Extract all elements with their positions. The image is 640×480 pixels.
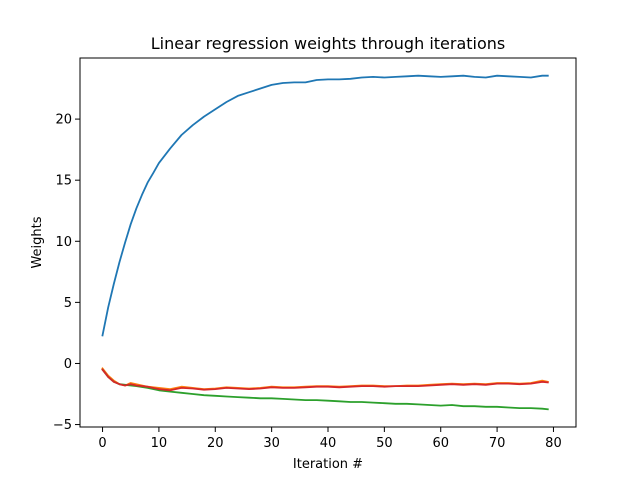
y-tick-label: 5	[64, 296, 72, 311]
y-axis-label: Weights	[30, 216, 45, 268]
x-axis-label: Iteration #	[293, 457, 363, 472]
series-line-1	[101, 74, 549, 337]
series-layer	[101, 74, 549, 411]
x-tick-label: 70	[489, 436, 506, 451]
x-axis: 0 10 20 30 40 50 60 70 80	[98, 427, 562, 451]
series-line-3	[101, 368, 549, 411]
x-tick-label: 10	[151, 436, 168, 451]
x-tick-label: 60	[432, 436, 449, 451]
y-axis: −5 0 5 10 15 20	[53, 113, 80, 433]
x-tick-label: 40	[320, 436, 337, 451]
x-tick-label: 0	[98, 436, 106, 451]
x-tick-label: 50	[376, 436, 393, 451]
plot-frame	[79, 57, 577, 428]
x-tick-label: 20	[207, 436, 224, 451]
y-tick-label: 0	[64, 357, 72, 372]
x-tick-label: 80	[545, 436, 562, 451]
chart-title: Linear regression weights through iterat…	[151, 34, 506, 53]
series-line-4	[101, 368, 549, 392]
y-tick-label: 10	[55, 235, 72, 250]
y-tick-label: 20	[55, 113, 72, 128]
y-tick-label: −5	[53, 418, 72, 433]
y-tick-label: 15	[55, 174, 72, 189]
x-tick-label: 30	[263, 436, 280, 451]
